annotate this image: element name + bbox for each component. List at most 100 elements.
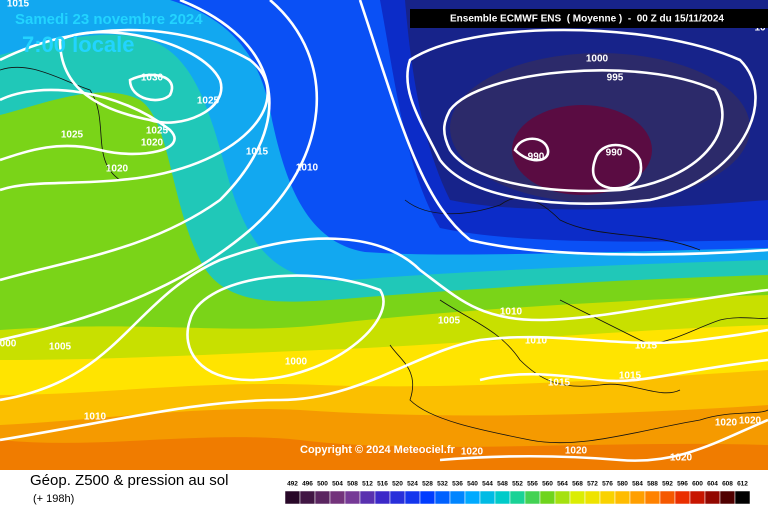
time-text: 7:00 locale bbox=[22, 32, 135, 57]
legend-label: 520 bbox=[392, 481, 403, 488]
isobar-label: 1020 bbox=[141, 138, 164, 149]
legend-label: 608 bbox=[722, 481, 733, 488]
legend-label: 552 bbox=[512, 481, 523, 488]
isobar-label: 1025 bbox=[197, 96, 220, 107]
legend-label: 496 bbox=[302, 481, 313, 488]
isobar-label: 1010 bbox=[500, 307, 523, 318]
legend-swatch bbox=[464, 490, 481, 505]
footer-title: Géop. Z500 & pression au sol bbox=[30, 472, 228, 489]
isobar-label: 1030 bbox=[141, 73, 164, 84]
legend-label: 596 bbox=[677, 481, 688, 488]
isobar-label: 1020 bbox=[715, 418, 738, 429]
legend-swatch bbox=[389, 490, 406, 505]
legend-label: 508 bbox=[347, 481, 358, 488]
legend-label: 536 bbox=[452, 481, 463, 488]
isobar-label: 1020 bbox=[670, 453, 693, 464]
isobar-label: 1025 bbox=[61, 130, 84, 141]
legend-label: 600 bbox=[692, 481, 703, 488]
legend-swatch bbox=[344, 490, 361, 505]
isobar-label: 1020 bbox=[106, 164, 129, 175]
legend-label: 504 bbox=[332, 481, 343, 488]
isobar-label: 1005 bbox=[438, 316, 461, 327]
date-text: Samedi 23 novembre 2024 bbox=[15, 11, 203, 28]
legend-swatch bbox=[494, 490, 511, 505]
isobar-label: 1010 bbox=[84, 412, 107, 423]
legend-swatch bbox=[614, 490, 631, 505]
isobar-label: 1015 bbox=[548, 378, 571, 389]
legend-swatch bbox=[734, 490, 751, 505]
legend-label: 556 bbox=[527, 481, 538, 488]
isobar-label: 1005 bbox=[49, 342, 72, 353]
legend-swatch bbox=[419, 490, 436, 505]
isobar-label: 10 bbox=[754, 23, 766, 34]
legend-swatch bbox=[479, 490, 496, 505]
legend-swatch bbox=[404, 490, 421, 505]
legend-label: 548 bbox=[497, 481, 508, 488]
isobar-label: 1025 bbox=[146, 126, 169, 137]
color-scale: 492 496 500 504 508 512 516 520 524 528 532 536 540 5… bbox=[284, 481, 751, 505]
isobar-label: 1015 bbox=[635, 341, 658, 352]
legend-label: 580 bbox=[617, 481, 628, 488]
isobar-label: 1015 bbox=[7, 0, 30, 10]
legend-label: 576 bbox=[602, 481, 613, 488]
isobar-label: 000 bbox=[0, 339, 17, 350]
legend-label: 516 bbox=[377, 481, 388, 488]
isobar-label: 1020 bbox=[739, 416, 762, 427]
legend-label: 588 bbox=[647, 481, 658, 488]
legend-label: 544 bbox=[482, 481, 493, 488]
isobar-label: 990 bbox=[528, 152, 545, 163]
isobar-label: 1000 bbox=[285, 357, 308, 368]
legend-swatch bbox=[599, 490, 616, 505]
legend-swatch bbox=[719, 490, 736, 505]
isobar-label: 995 bbox=[607, 73, 624, 84]
legend-swatch bbox=[704, 490, 721, 505]
legend-label: 612 bbox=[737, 481, 748, 488]
legend-label: 540 bbox=[467, 481, 478, 488]
legend-label: 568 bbox=[572, 481, 583, 488]
legend-swatch bbox=[284, 490, 301, 505]
isobars bbox=[0, 0, 768, 462]
legend-label: 492 bbox=[287, 481, 298, 488]
legend-swatch bbox=[509, 490, 526, 505]
isobar-label: 1000 bbox=[586, 54, 609, 65]
legend-label: 560 bbox=[542, 481, 553, 488]
isobar-label: 1020 bbox=[461, 447, 484, 458]
legend-swatch bbox=[449, 490, 466, 505]
isobar-label: 1015 bbox=[619, 371, 642, 382]
legend-label: 604 bbox=[707, 481, 718, 488]
isobar-label: 990 bbox=[606, 148, 623, 159]
lead-time: (+ 198h) bbox=[33, 493, 74, 505]
legend-swatch bbox=[329, 490, 346, 505]
legend-swatch bbox=[314, 490, 331, 505]
copyright: Copyright © 2024 Meteociel.fr bbox=[300, 444, 456, 456]
legend-swatch bbox=[584, 490, 601, 505]
legend-swatch bbox=[524, 490, 541, 505]
legend-label: 500 bbox=[317, 481, 328, 488]
model-text: Ensemble ECMWF ENS ( Moyenne ) - 00 Z du… bbox=[450, 14, 724, 25]
legend-swatch bbox=[539, 490, 556, 505]
legend-swatch bbox=[569, 490, 586, 505]
isobar-label: 1010 bbox=[296, 163, 319, 174]
legend-label: 584 bbox=[632, 481, 643, 488]
legend-label: 592 bbox=[662, 481, 673, 488]
legend-swatch bbox=[434, 490, 451, 505]
legend-label: 528 bbox=[422, 481, 433, 488]
model-box bbox=[410, 9, 768, 28]
legend-swatch bbox=[359, 490, 376, 505]
isobar-label: 1015 bbox=[246, 147, 269, 158]
legend-swatch bbox=[299, 490, 316, 505]
legend-swatch bbox=[659, 490, 676, 505]
legend-label: 512 bbox=[362, 481, 373, 488]
isobar-label: 1020 bbox=[565, 446, 588, 457]
coastlines bbox=[0, 66, 768, 444]
legend-swatch bbox=[374, 490, 391, 505]
legend-label: 532 bbox=[437, 481, 448, 488]
isobar-label: 1010 bbox=[525, 336, 548, 347]
legend-swatch bbox=[644, 490, 661, 505]
legend-label: 572 bbox=[587, 481, 598, 488]
legend-swatch bbox=[629, 490, 646, 505]
legend-label: 524 bbox=[407, 481, 418, 488]
legend-label: 564 bbox=[557, 481, 568, 488]
